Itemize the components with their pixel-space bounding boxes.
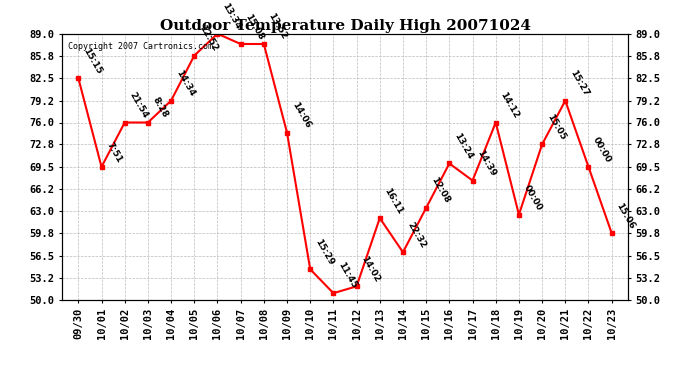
Text: 13:34: 13:34 <box>220 2 242 31</box>
Text: 14:34: 14:34 <box>174 68 196 98</box>
Text: 11:45: 11:45 <box>336 261 358 290</box>
Text: 15:06: 15:06 <box>615 201 636 230</box>
Text: 21:54: 21:54 <box>128 90 150 120</box>
Text: 15:27: 15:27 <box>568 69 590 98</box>
Text: 14:02: 14:02 <box>359 254 382 284</box>
Text: 15:05: 15:05 <box>545 112 567 142</box>
Text: 14:12: 14:12 <box>498 90 521 120</box>
Text: 12:52: 12:52 <box>197 24 219 53</box>
Text: 12:08: 12:08 <box>429 176 451 205</box>
Text: 14:39: 14:39 <box>475 148 497 178</box>
Text: 8:28: 8:28 <box>150 96 170 120</box>
Text: 15:08: 15:08 <box>244 12 266 41</box>
Text: 22:32: 22:32 <box>406 220 428 249</box>
Title: Outdoor Temperature Daily High 20071024: Outdoor Temperature Daily High 20071024 <box>159 19 531 33</box>
Text: 00:00: 00:00 <box>591 135 613 164</box>
Text: 14:06: 14:06 <box>290 100 312 130</box>
Text: 13:24: 13:24 <box>452 131 474 160</box>
Text: 7:51: 7:51 <box>104 140 124 164</box>
Text: 15:29: 15:29 <box>313 237 335 267</box>
Text: 00:00: 00:00 <box>522 183 544 212</box>
Text: Copyright 2007 Cartronics.com: Copyright 2007 Cartronics.com <box>68 42 213 51</box>
Text: 13:52: 13:52 <box>266 12 288 41</box>
Text: 16:11: 16:11 <box>382 186 404 215</box>
Text: 15:15: 15:15 <box>81 46 104 75</box>
